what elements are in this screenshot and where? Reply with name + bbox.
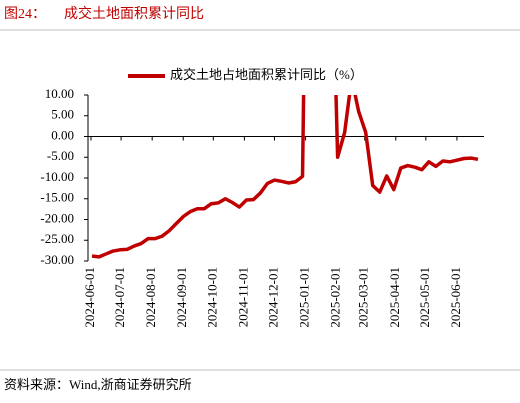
source: 资料来源：Wind,浙商证券研究所: [4, 377, 192, 392]
legend-label: 成交土地占地面积累计同比（%）: [170, 67, 363, 82]
x-tick-label: 2025-02-01: [328, 267, 343, 328]
y-tick-label: 5.00: [51, 107, 74, 122]
x-tick-label: 2025-04-01: [387, 267, 402, 328]
y-tick-label: -30.00: [40, 252, 74, 267]
x-tick-label: 2025-06-01: [448, 267, 463, 328]
plot-area: [91, 95, 479, 259]
series-line: [91, 95, 479, 259]
x-tick-label: 2025-01-01: [297, 267, 312, 328]
figure-label: 图24：: [4, 7, 46, 22]
x-tick-label: 2025-05-01: [417, 267, 432, 328]
y-tick-label: 10.00: [45, 86, 74, 101]
chart-title: 成交土地面积累计同比: [64, 5, 204, 22]
y-tick-label: -20.00: [40, 210, 74, 225]
x-tick-label: 2024-07-01: [112, 267, 127, 328]
x-tick-label: 2025-03-01: [356, 267, 371, 328]
x-tick-label: 2024-10-01: [204, 267, 219, 328]
x-tick-label: 2024-11-01: [235, 267, 250, 327]
x-tick-label: 2024-12-01: [265, 267, 280, 328]
y-tick-label: -5.00: [47, 148, 74, 163]
y-tick-label: -15.00: [40, 190, 74, 205]
y-tick-label: -10.00: [40, 169, 74, 184]
y-tick-label: -25.00: [40, 231, 74, 246]
x-tick-label: 2024-06-01: [82, 267, 97, 328]
y-tick-label: 0.00: [51, 127, 74, 142]
x-tick-label: 2024-09-01: [174, 267, 189, 328]
x-tick-label: 2024-08-01: [143, 267, 158, 328]
